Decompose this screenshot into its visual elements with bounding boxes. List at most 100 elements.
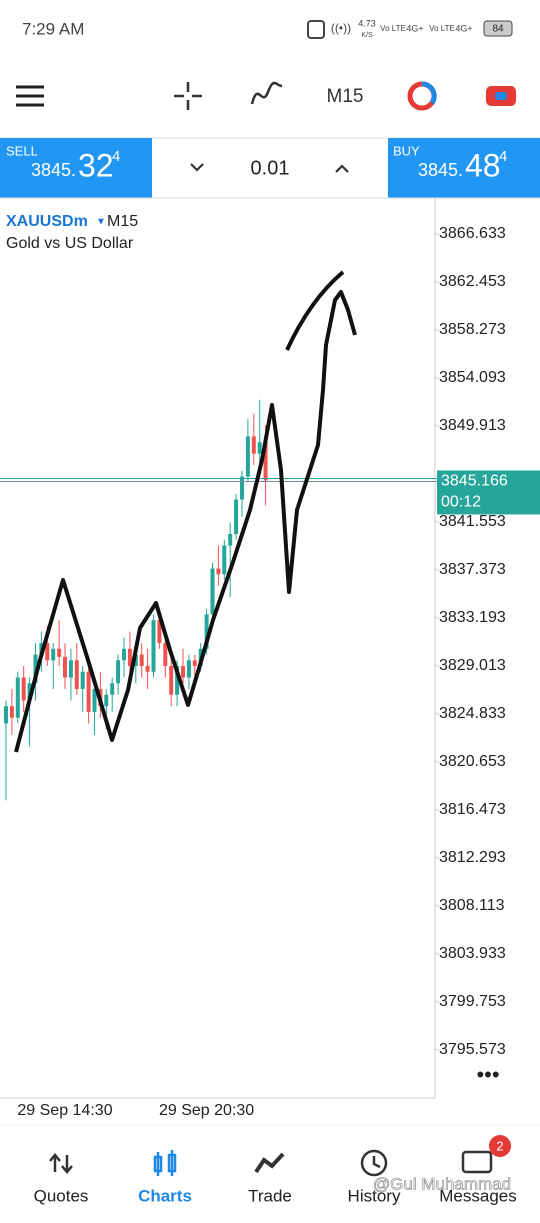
sell-price: 3845. [31, 160, 76, 180]
nav-messages[interactable]: Messages [439, 1186, 516, 1205]
sell-label: SELL [6, 143, 38, 158]
menu-button[interactable] [16, 85, 44, 107]
y-tick-label: 3854.093 [439, 369, 506, 386]
y-tick-label: 3866.633 [439, 225, 506, 242]
candle-body [27, 683, 32, 701]
sell-price-big: 32 [78, 147, 114, 183]
buy-button[interactable] [388, 138, 540, 198]
chart-timeframe: M15 [107, 213, 138, 230]
y-tick-label: 3808.113 [439, 897, 505, 914]
candle-body [175, 666, 180, 695]
candle-body [181, 666, 185, 678]
y-tick-label: 3803.933 [439, 945, 506, 962]
x-tick-label: 29 Sep 20:30 [159, 1102, 254, 1119]
y-tick-label: 3862.453 [439, 273, 506, 290]
quotes-icon [49, 1153, 73, 1174]
symbol-description: Gold vs US Dollar [6, 235, 134, 252]
candle-body [157, 620, 162, 644]
battery-level: 84 [492, 24, 504, 35]
y-tick-label: 3837.373 [439, 561, 506, 578]
candle-body [133, 654, 138, 667]
messages-icon [461, 1150, 493, 1174]
nav-trade[interactable]: Trade [248, 1186, 292, 1205]
network: 4G+ [455, 23, 472, 33]
lot-increase[interactable] [335, 164, 349, 173]
x-tick-label: 29 Sep 14:30 [17, 1102, 112, 1119]
timeframe-button[interactable]: M15 [327, 86, 364, 107]
buy-price-big: 48 [465, 147, 501, 183]
lot-size[interactable]: 0.01 [251, 157, 290, 179]
nav-charts[interactable]: Charts [138, 1186, 192, 1205]
buy-price-sup: 4 [499, 148, 507, 165]
network: Vo LTE [380, 24, 406, 33]
candle-body [9, 706, 14, 718]
candle-body [204, 614, 209, 649]
more-button[interactable]: ••• [476, 1062, 499, 1087]
y-tick-label: 3829.013 [439, 657, 506, 674]
price-label-box [437, 470, 540, 515]
buy-price: 3845. [418, 160, 463, 180]
sell-price-sup: 4 [112, 148, 120, 165]
candle-body [263, 442, 268, 481]
nav-quotes[interactable]: Quotes [34, 1186, 89, 1205]
trade-icon [254, 1152, 285, 1174]
trade-button-part [495, 92, 507, 100]
network: 4G+ [406, 23, 423, 33]
y-tick-label: 3812.293 [439, 849, 506, 866]
symbol[interactable]: XAUUSDm [6, 213, 88, 230]
candle-body [210, 568, 215, 615]
candle-body [122, 648, 126, 661]
candle-body [240, 476, 244, 500]
candle-body [257, 442, 262, 454]
sell-button[interactable] [0, 138, 152, 198]
candle-body [116, 660, 121, 684]
battery [483, 20, 513, 37]
bar-timer: 00:12 [441, 494, 481, 511]
candle-body [169, 666, 174, 695]
candle-body [4, 706, 8, 724]
speed: 4.73 [358, 18, 376, 28]
y-tick-label: 3849.913 [439, 417, 506, 434]
candle-body [68, 660, 73, 678]
y-tick-label: 3858.273 [439, 321, 506, 338]
nav-history[interactable]: History [348, 1186, 401, 1205]
candle-body [33, 654, 38, 684]
candle-body [151, 620, 156, 672]
candle-body [186, 660, 191, 678]
candle-body [228, 534, 233, 546]
candle-body [192, 660, 197, 667]
candle-body [127, 648, 132, 667]
candle-body [216, 568, 221, 575]
nfc-icon [307, 20, 325, 39]
candle-body [110, 683, 115, 695]
candle-body [234, 499, 239, 535]
network: Vo LTE [429, 24, 455, 33]
candle-body [80, 671, 85, 689]
candle-body [222, 545, 227, 575]
candle-body [163, 643, 168, 667]
lot-decrease[interactable] [190, 163, 204, 172]
price-label: 3845.166 [441, 473, 508, 490]
history-icon-hand [372, 1156, 381, 1169]
hand-drawing [14, 290, 357, 753]
crosshair-button[interactable] [174, 82, 202, 110]
hotspot-icon: ((•)) [331, 21, 351, 35]
candle-body [63, 656, 67, 678]
indicators-button[interactable] [250, 81, 283, 105]
y-tick-label: 3816.473 [439, 801, 506, 818]
y-tick-label: 3820.653 [439, 753, 506, 770]
candle-body [15, 677, 20, 718]
candle-body [245, 436, 250, 477]
candle-body [21, 677, 26, 701]
candle-body [104, 694, 109, 707]
objects-button-part [421, 81, 437, 105]
y-tick-label: 3841.553 [439, 513, 506, 530]
hand-drawing [285, 270, 345, 351]
candle-body [145, 666, 150, 672]
candle-body [74, 660, 79, 689]
chart-layer: 3866.633 3862.453 3858.273 3854.093 3849.913… [0, 225, 540, 1119]
y-tick-label: 3795.573 [439, 1041, 506, 1058]
y-tick-label: 3799.753 [439, 993, 506, 1010]
candle-body [92, 688, 97, 712]
